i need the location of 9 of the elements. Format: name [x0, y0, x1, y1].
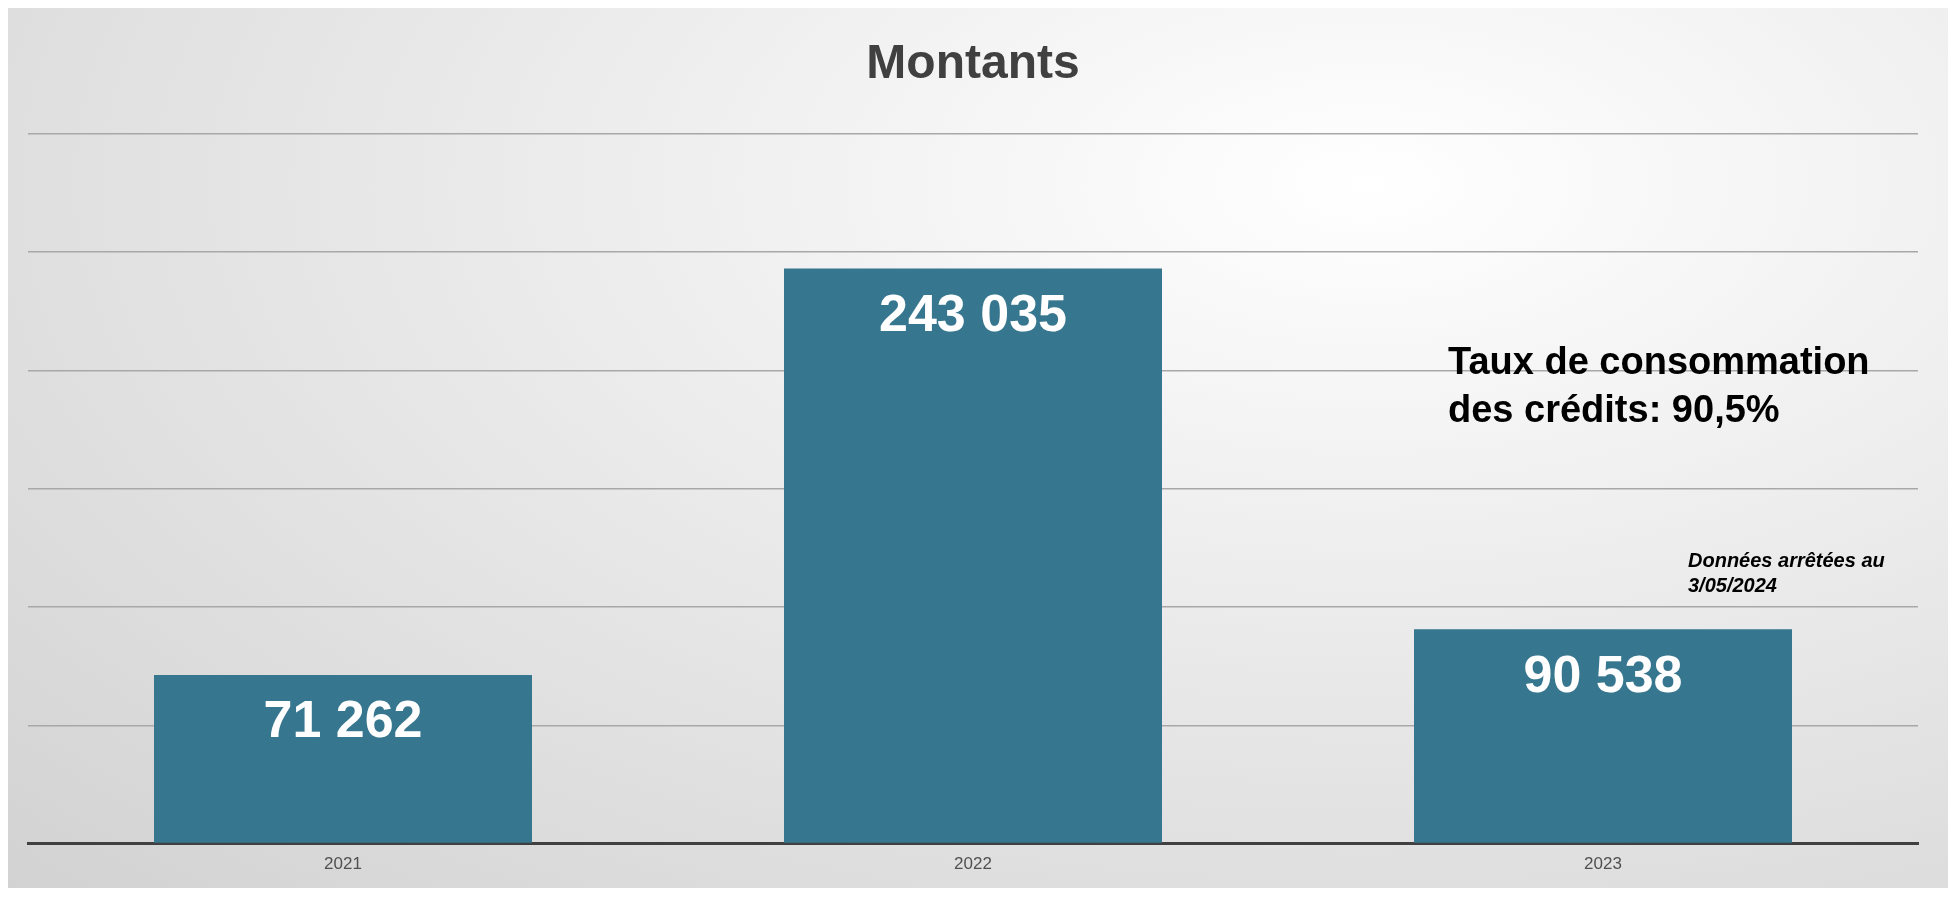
annotation: Données arrêtées au 3/05/2024 — [1688, 548, 1886, 598]
data-label: 243 035 — [879, 283, 1067, 342]
x-tick-label: 2021 — [324, 854, 362, 874]
data-label: 71 262 — [263, 690, 423, 749]
data-label: 90 538 — [1523, 644, 1683, 703]
x-tick-label: 2022 — [954, 854, 992, 874]
x-tick-label: 2023 — [1584, 854, 1622, 874]
chart-title: Montants — [866, 35, 1080, 89]
annotation: Taux de consommation des crédits: 90,5% — [1448, 339, 1871, 432]
